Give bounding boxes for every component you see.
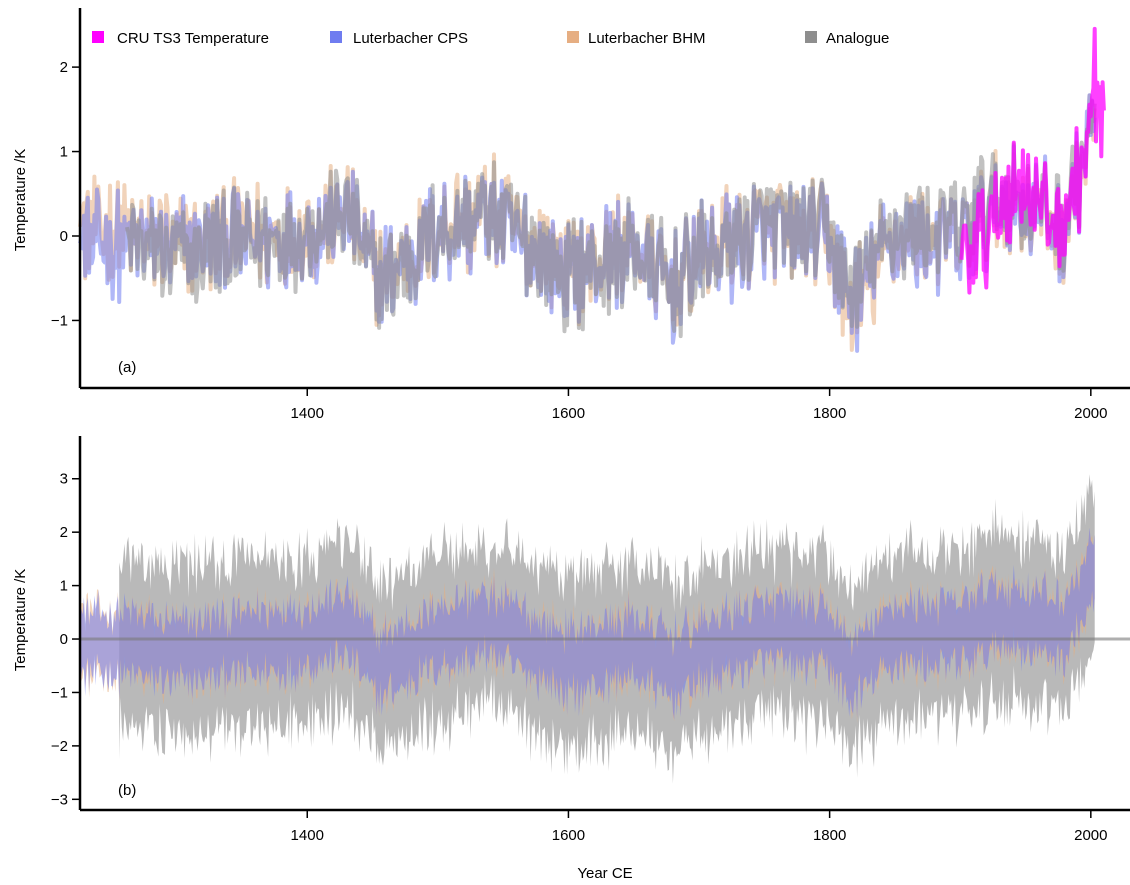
x-tick-label: 1600 <box>552 827 585 844</box>
panel-a-line-chart: −1 0 1 2 1400 1600 1800 2000 Temperature /K (a… <box>12 8 1130 422</box>
y-tick-label: 3 <box>60 471 68 488</box>
legend-label-bhm: Luterbacher BHM <box>588 30 706 47</box>
x-tick-label: 1400 <box>291 405 324 422</box>
legend-item-cps: Luterbacher CPS <box>330 30 468 47</box>
series-line-cru-ts3-temperature <box>959 26 1106 295</box>
x-axis-title: Year CE <box>577 865 632 882</box>
y-tick-label: 1 <box>60 578 68 595</box>
y-tick-label: −3 <box>51 791 68 808</box>
legend-item-cru: CRU TS3 Temperature <box>92 30 269 47</box>
legend-swatch-analogue <box>805 31 817 43</box>
series-line-analogue <box>125 99 1097 339</box>
y-tick-label: 0 <box>60 228 68 245</box>
panel-b-y-ticks: −3 −2 −1 0 1 2 3 <box>51 471 80 808</box>
legend-swatch-bhm <box>567 31 579 43</box>
x-tick-label: 1800 <box>813 405 846 422</box>
x-tick-label: 1600 <box>552 405 585 422</box>
x-tick-label: 1800 <box>813 827 846 844</box>
y-tick-label: −2 <box>51 738 68 755</box>
panel-b-area-chart: −3 −2 −1 0 1 2 3 1400 1600 1800 2000 Temperature … <box>12 436 1130 844</box>
y-tick-label: −1 <box>51 312 68 329</box>
legend-label-cru: CRU TS3 Temperature <box>117 30 269 47</box>
y-tick-label: 2 <box>60 59 68 76</box>
panel-b-label: (b) <box>118 782 136 799</box>
y-tick-label: 0 <box>60 631 68 648</box>
y-tick-label: −1 <box>51 684 68 701</box>
legend-label-cps: Luterbacher CPS <box>353 30 468 47</box>
y-tick-label: 2 <box>60 524 68 541</box>
panel-b-y-axis-title: Temperature /K <box>12 569 29 672</box>
panel-a-y-ticks: −1 0 1 2 <box>51 59 80 329</box>
panel-a-y-axis-title: Temperature /K <box>12 149 29 252</box>
legend-label-analogue: Analogue <box>826 30 889 47</box>
legend-swatch-cru <box>92 31 104 43</box>
series-band-luterbacher-cps <box>80 527 1095 720</box>
x-tick-label: 2000 <box>1074 405 1107 422</box>
legend-swatch-cps <box>330 31 342 43</box>
legend-item-bhm: Luterbacher BHM <box>567 30 706 47</box>
panel-a-label: (a) <box>118 359 136 376</box>
panel-a-series-group <box>78 26 1106 353</box>
legend-item-analogue: Analogue <box>805 30 889 47</box>
x-tick-label: 1400 <box>291 827 324 844</box>
panel-b-x-ticks: 1400 1600 1800 2000 <box>291 810 1108 844</box>
y-tick-label: 1 <box>60 144 68 161</box>
x-tick-label: 2000 <box>1074 827 1107 844</box>
legend: CRU TS3 Temperature Luterbacher CPS Lute… <box>92 30 889 47</box>
panel-a-x-ticks: 1400 1600 1800 2000 <box>291 388 1108 422</box>
panel-b-series-group <box>80 474 1095 784</box>
